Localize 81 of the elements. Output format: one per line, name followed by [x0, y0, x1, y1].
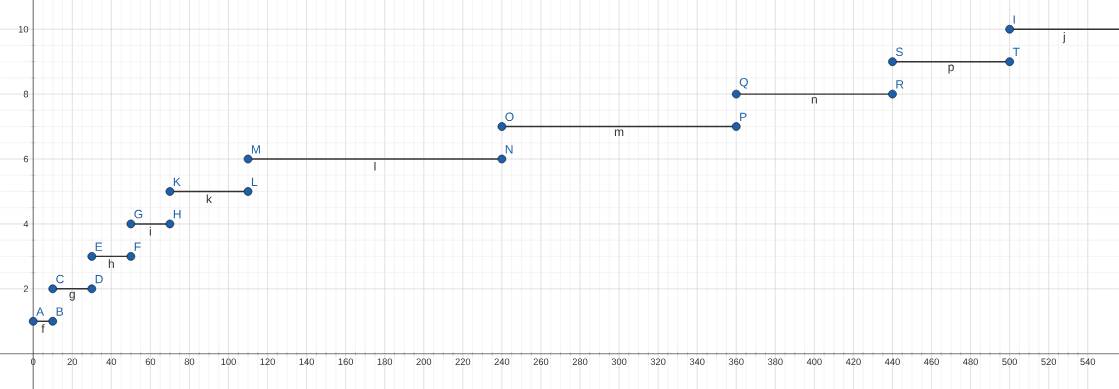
annotation: O [505, 112, 514, 121]
x-tick-label: 480 [963, 358, 978, 365]
x-tick-label: 200 [416, 358, 432, 365]
annotation: L [251, 177, 258, 186]
annotation: R [896, 80, 904, 89]
x-tick-label: 300 [611, 358, 627, 365]
annotation: G [134, 209, 143, 219]
annotation: P [740, 112, 747, 121]
x-tick-label: 380 [767, 358, 783, 365]
series-label: f [41, 324, 45, 333]
annotation: H [173, 209, 181, 219]
x-tick-label: 400 [806, 358, 822, 365]
annotation: S [895, 47, 903, 56]
point [888, 57, 897, 66]
x-tick-label: 540 [1080, 358, 1096, 365]
point [28, 316, 38, 326]
x-tick-label: 240 [494, 358, 510, 365]
y-tick-label: 4 [23, 220, 29, 227]
point [48, 316, 58, 326]
series-label: k [206, 194, 212, 203]
x-tick-label: 220 [455, 358, 471, 365]
x-tick-label: 140 [299, 358, 315, 365]
series-label: l [374, 161, 376, 171]
series-label: j [1062, 31, 1065, 44]
x-tick-label: 340 [689, 358, 705, 365]
annotation: E [95, 242, 103, 251]
x-tick-label: 20 [67, 358, 78, 365]
x-tick-label: 420 [845, 358, 861, 365]
x-tick-label: 520 [1041, 358, 1057, 365]
point [165, 219, 175, 229]
x-tick-label: 460 [923, 358, 939, 365]
annotation: Q [739, 77, 748, 89]
x-tick-label: 440 [884, 358, 900, 365]
series-label: m [614, 129, 624, 136]
point [1005, 57, 1014, 66]
series-label: n [811, 96, 817, 104]
point [126, 251, 136, 261]
annotation: A [36, 307, 45, 316]
point [243, 186, 253, 196]
series-label: h [108, 259, 114, 268]
point [48, 284, 58, 293]
annotation: C [56, 274, 64, 284]
point [731, 89, 741, 99]
x-tick-label: 500 [1002, 358, 1018, 365]
x-tick-label: 280 [572, 358, 588, 365]
annotation: K [173, 177, 181, 186]
series-label: p [948, 64, 954, 74]
annotation: I [1013, 15, 1015, 24]
x-tick-label: 80 [184, 358, 195, 365]
y-tick-label: 8 [23, 90, 29, 98]
point [497, 154, 507, 164]
series-label: i [149, 226, 151, 236]
point [165, 186, 175, 196]
y-tick-label: 2 [23, 285, 29, 292]
point [87, 251, 97, 261]
x-tick-label: 180 [377, 358, 393, 365]
annotation: B [56, 307, 64, 316]
point [243, 154, 253, 164]
point [87, 284, 97, 293]
point [126, 219, 136, 229]
point [888, 89, 897, 99]
point [1005, 24, 1014, 34]
x-tick-label: 260 [533, 358, 549, 365]
series-label: g [69, 291, 75, 301]
annotation: F [134, 242, 141, 251]
x-tick-label: 100 [221, 358, 236, 365]
point [497, 122, 507, 131]
annotation: D [95, 274, 103, 284]
x-tick-label: 120 [260, 358, 275, 365]
x-tick-label: 0 [30, 358, 36, 365]
x-tick-label: 40 [106, 358, 117, 365]
x-tick-label: 360 [728, 358, 744, 365]
x-tick-label: 160 [338, 358, 354, 365]
annotation: T [1012, 47, 1020, 56]
x-tick-label: 320 [650, 358, 666, 365]
annotation: N [505, 144, 513, 154]
x-tick-label: 60 [145, 358, 156, 365]
y-tick-label: 10 [18, 25, 29, 33]
annotation: M [251, 144, 260, 154]
point [731, 122, 741, 131]
y-tick-label: 6 [23, 155, 29, 163]
